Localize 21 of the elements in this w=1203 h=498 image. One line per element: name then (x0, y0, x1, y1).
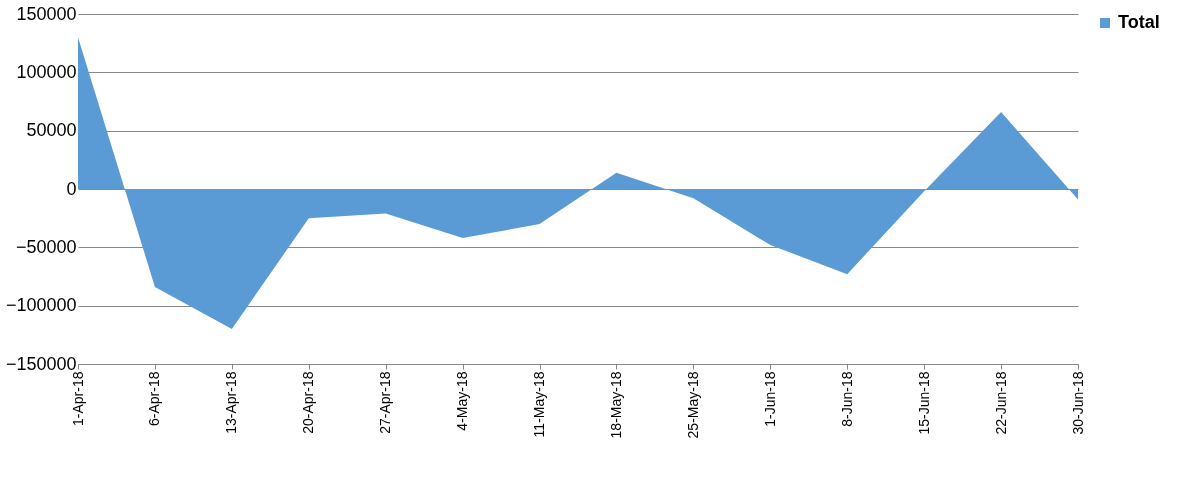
x-tick-label: 27-Apr-18 (377, 371, 394, 434)
x-tick-label: 22-Jun-18 (992, 371, 1009, 435)
x-tick-label: 1-Jun-18 (761, 371, 778, 427)
x-tick-label: 11-May-18 (531, 371, 548, 438)
x-tick-label: 8-Jun-18 (838, 371, 855, 427)
x-tick-label: 18-May-18 (607, 371, 624, 439)
x-tick-label: 25-May-18 (684, 371, 701, 439)
x-tick-label: 30-Jun-18 (1069, 371, 1086, 435)
x-tick-label: 13-Apr-18 (223, 371, 240, 434)
x-tick-label: 6-Apr-18 (146, 371, 163, 426)
legend-label: Total (1118, 12, 1160, 32)
x-tick-label: 15-Jun-18 (915, 371, 932, 435)
y-tick-label: 0 (66, 178, 77, 199)
x-tick-label: 4-May-18 (454, 371, 471, 431)
y-tick-label: 100000 (16, 61, 77, 82)
y-tick-label: −100000 (5, 295, 77, 316)
y-tick-label: −50000 (15, 236, 77, 257)
x-tick-label: 1-Apr-18 (69, 371, 86, 426)
y-tick-label: 50000 (26, 120, 77, 141)
x-tick-label: 20-Apr-18 (300, 371, 317, 434)
y-tick-label: 150000 (16, 3, 77, 24)
